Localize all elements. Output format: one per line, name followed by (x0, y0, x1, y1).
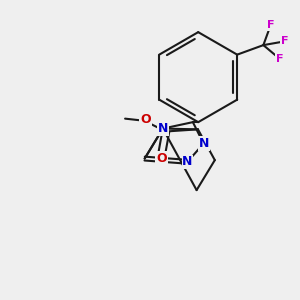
Text: O: O (156, 152, 167, 165)
Text: N: N (158, 122, 168, 135)
Text: N: N (158, 122, 168, 135)
Text: F: F (276, 54, 284, 64)
Text: N: N (182, 155, 193, 168)
Text: N: N (198, 137, 209, 150)
Text: F: F (281, 36, 288, 46)
Text: F: F (267, 20, 274, 30)
Text: O: O (140, 113, 151, 126)
